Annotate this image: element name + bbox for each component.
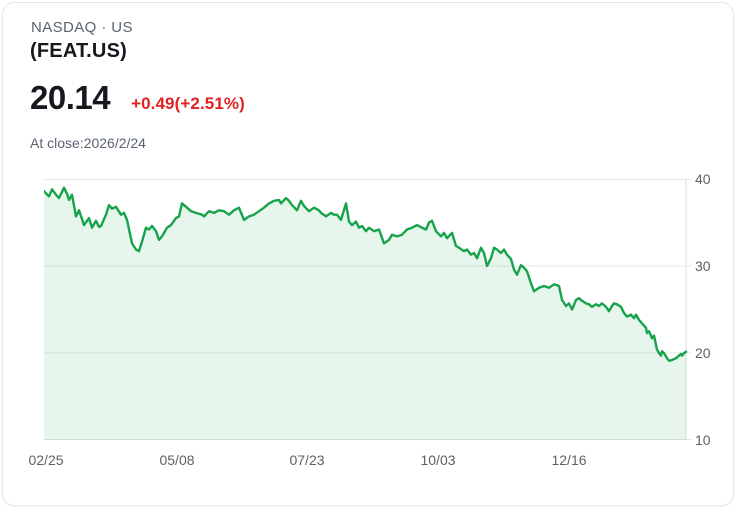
- price-row: 20.14 +0.49(+2.51%): [30, 79, 245, 116]
- x-tick-label: 10/03: [420, 452, 456, 468]
- y-tick-label: 10: [695, 432, 711, 448]
- price-line: [44, 186, 688, 363]
- symbol-title: (FEAT.US): [30, 40, 127, 62]
- price-chart-svg[interactable]: [44, 179, 694, 440]
- x-tick-label: 12/16: [551, 452, 587, 468]
- close-timestamp: At close:2026/2/24: [30, 135, 146, 151]
- y-tick-label: 30: [695, 258, 711, 274]
- exchange-label: NASDAQ · US: [31, 19, 133, 36]
- y-tick-label: 20: [695, 345, 711, 361]
- x-tick-label: 07/23: [289, 452, 325, 468]
- price-change: +0.49(+2.51%): [131, 94, 245, 113]
- area-fill: [44, 187, 686, 440]
- last-price: 20.14: [30, 79, 111, 116]
- x-tick-label: 05/08: [159, 452, 195, 468]
- price-chart: 40 30 20 10 02/25 05/08 07/23 10/03 12/16: [3, 163, 733, 483]
- x-tick-label: 02/25: [28, 452, 64, 468]
- y-tick-label: 40: [695, 171, 711, 187]
